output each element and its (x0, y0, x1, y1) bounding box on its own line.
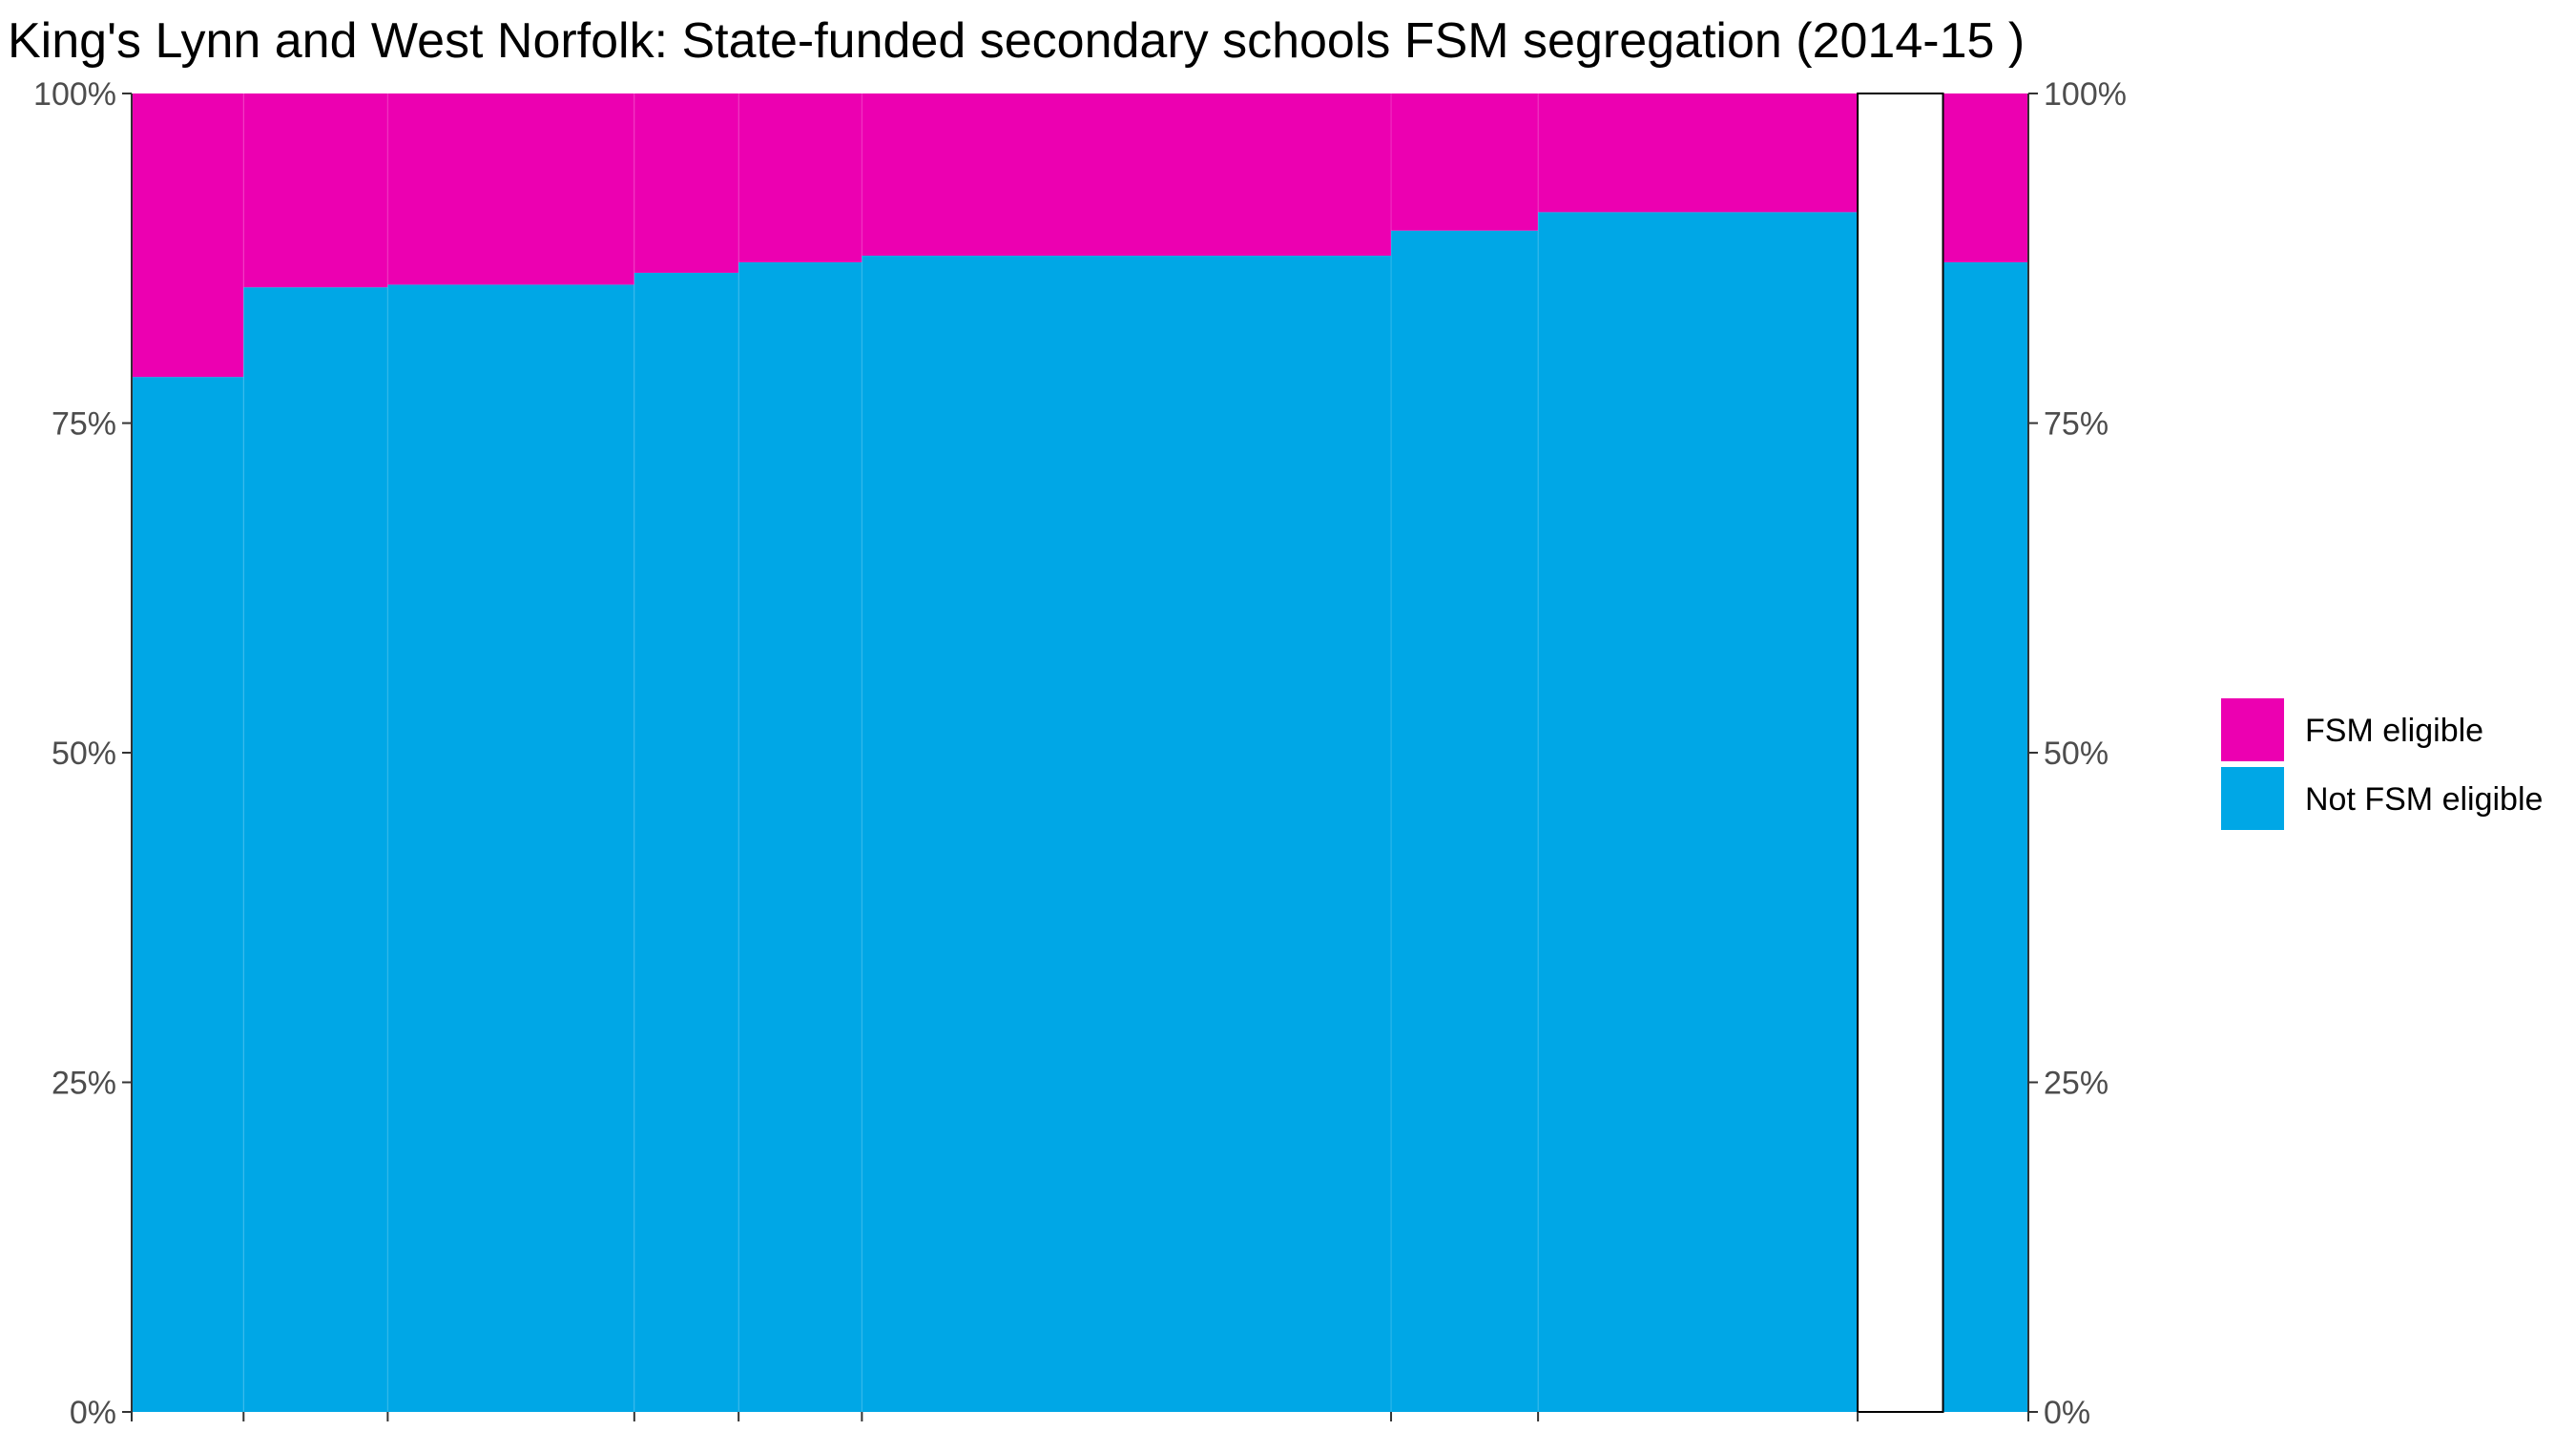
school-bar-fsm-segment-2 (387, 93, 634, 285)
school-bar-not-fsm-segment-2 (387, 284, 634, 1412)
school-bar-not-fsm-segment-6 (1391, 230, 1539, 1412)
school-bar-not-fsm-segment-4 (738, 261, 862, 1412)
y-tick-label-left-1: 25% (52, 1066, 116, 1102)
school-bar-fsm-segment-5 (862, 93, 1392, 256)
y-tick-label-left-2: 50% (52, 736, 116, 772)
legend-label-fsm-eligible: FSM eligible (2305, 713, 2483, 749)
y-tick-label-right-2: 50% (2044, 736, 2109, 772)
school-bar-not-fsm-segment-5 (862, 255, 1392, 1413)
school-bar-not-fsm-segment-1 (243, 287, 388, 1412)
y-tick-label-right-4: 100% (2044, 76, 2127, 113)
chart-title: King's Lynn and West Norfolk: State-fund… (8, 13, 2025, 69)
legend: FSM eligible Not FSM eligible (2221, 698, 2543, 830)
school-bar-not-fsm-segment-7 (1538, 212, 1859, 1412)
y-tick-label-left-3: 75% (52, 406, 116, 443)
school-bar-fsm-segment-0 (132, 93, 244, 378)
y-tick-label-left-0: 0% (70, 1395, 116, 1431)
axes-layer: 0% 0% 25% 25% 50% 50% 75% 75% 100% 100% (33, 76, 2127, 1431)
school-bar-not-fsm-segment-3 (634, 272, 739, 1412)
y-tick-label-right-3: 75% (2044, 406, 2109, 443)
legend-label-not-fsm-eligible: Not FSM eligible (2305, 781, 2543, 818)
school-bar-fsm-segment-1 (243, 93, 388, 288)
school-bar-fsm-segment-4 (738, 93, 862, 262)
legend-key-not-fsm-eligible (2221, 767, 2284, 830)
school-bar-fsm-segment-6 (1391, 93, 1539, 231)
school-bar-fsm-segment-7 (1538, 93, 1859, 213)
bars-layer (132, 93, 2028, 1413)
gap-bar (1857, 93, 1944, 1413)
school-bar-fsm-segment-3 (634, 93, 739, 273)
y-tick-label-right-1: 25% (2044, 1066, 2109, 1102)
y-tick-label-left-4: 100% (33, 76, 116, 113)
school-bar-not-fsm-segment-0 (132, 377, 244, 1412)
total-bar-not-fsm-segment-0 (1942, 261, 2028, 1412)
legend-key-fsm-eligible (2221, 698, 2284, 761)
y-tick-label-right-0: 0% (2044, 1395, 2090, 1431)
total-bar-fsm-segment-0 (1942, 93, 2028, 262)
